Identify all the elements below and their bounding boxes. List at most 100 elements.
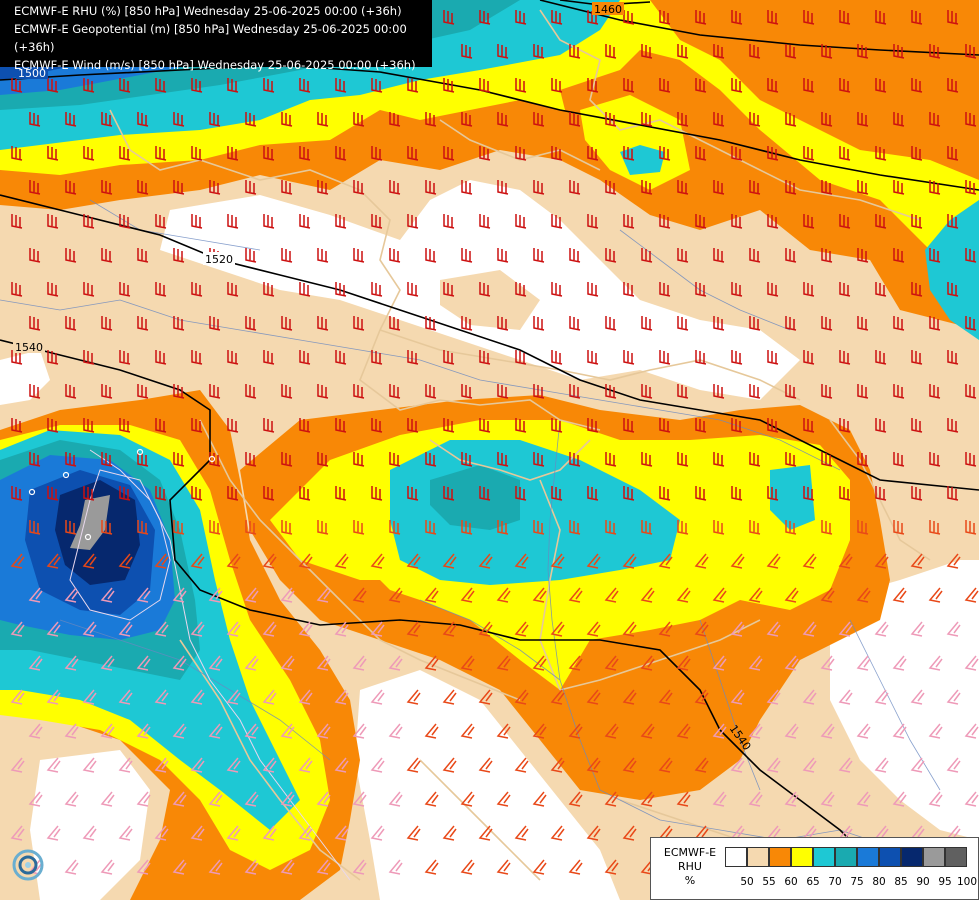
wind-barb <box>857 248 869 263</box>
wind-barb <box>388 655 403 671</box>
legend-swatch <box>813 847 835 867</box>
wind-barb <box>551 418 563 433</box>
wind-barb <box>514 757 529 773</box>
wind-barb <box>605 384 617 399</box>
wind-barb <box>497 112 509 127</box>
wind-barb <box>821 520 833 535</box>
wind-barb <box>695 146 707 161</box>
wind-barb <box>803 78 815 93</box>
wind-barb <box>407 282 419 297</box>
wind-barb <box>353 112 365 127</box>
wind-barb <box>551 146 563 161</box>
rhu-55-dry-hole <box>440 270 540 330</box>
wind-barb <box>479 350 491 365</box>
wind-barb <box>335 350 347 365</box>
ecmwf-logo-icon <box>12 849 44 881</box>
wind-barb <box>208 859 223 875</box>
wind-barb <box>83 214 95 229</box>
wind-barb <box>425 112 437 127</box>
wind-barb <box>479 214 491 229</box>
wind-barb <box>29 112 41 127</box>
wind-barb <box>407 486 419 501</box>
wind-barb <box>298 553 313 569</box>
wind-barb <box>173 316 185 331</box>
wind-barb <box>478 757 493 773</box>
wind-barb <box>587 418 599 433</box>
wind-barb <box>155 418 167 433</box>
wind-barb <box>928 587 943 603</box>
wind-barb <box>893 112 905 127</box>
wind-barb <box>532 655 547 671</box>
wind-barb <box>820 655 835 671</box>
rhu-50-dry-south <box>355 670 620 900</box>
wind-barb <box>731 146 743 161</box>
wind-barb <box>137 452 149 467</box>
wind-barb <box>136 655 151 671</box>
wind-barb <box>928 723 943 739</box>
wind-barb <box>11 146 23 161</box>
wind-barb <box>101 112 113 127</box>
wind-barb <box>281 384 293 399</box>
wind-barb <box>659 214 671 229</box>
wind-barb <box>551 78 563 93</box>
wind-barb <box>730 689 745 705</box>
wind-barb <box>947 486 959 501</box>
wind-barb <box>83 486 95 501</box>
wind-barb <box>713 44 725 59</box>
wind-barb <box>731 486 743 501</box>
wind-barb <box>533 112 545 127</box>
wind-barb <box>641 44 653 59</box>
wind-barb <box>316 723 331 739</box>
wind-barb <box>731 282 743 297</box>
wind-barb <box>874 757 889 773</box>
wind-barb <box>190 825 205 841</box>
wind-barb <box>875 146 887 161</box>
wind-barb <box>929 316 941 331</box>
wind-barb <box>965 316 977 331</box>
wind-barb <box>11 214 23 229</box>
wind-barb <box>280 587 295 603</box>
rhu-60-central-hole <box>330 580 410 625</box>
wind-barb <box>695 418 707 433</box>
wind-barb <box>766 553 781 569</box>
wind-barb <box>406 825 421 841</box>
wind-barb <box>154 757 169 773</box>
wind-barb <box>605 520 617 535</box>
wind-barb <box>857 112 869 127</box>
wind-barb <box>263 146 275 161</box>
wind-barb <box>209 180 221 195</box>
wind-barb <box>802 757 817 773</box>
wind-barb <box>497 384 509 399</box>
wind-barb <box>551 10 563 25</box>
title-line-rhu: ECMWF-E RHU (%) [850 hPa] Wednesday 25-0… <box>14 4 402 18</box>
wind-barb <box>118 621 133 637</box>
wind-barb <box>839 214 851 229</box>
wind-barb <box>244 655 259 671</box>
wind-barb <box>911 418 923 433</box>
wind-barb <box>389 248 401 263</box>
wind-barb <box>209 520 221 535</box>
wind-barb <box>388 791 403 807</box>
wind-barb <box>695 350 707 365</box>
wind-barb <box>245 316 257 331</box>
rhu-50-dry-east <box>830 560 979 840</box>
wind-barb <box>65 112 77 127</box>
wind-barb <box>460 655 475 671</box>
wind-barb <box>118 757 133 773</box>
wind-barb <box>245 180 257 195</box>
wind-barb <box>371 282 383 297</box>
wind-barb <box>101 248 113 263</box>
wind-barb <box>695 214 707 229</box>
wind-barb <box>299 78 311 93</box>
wind-barb <box>874 621 889 637</box>
wind-barb <box>839 10 851 25</box>
wind-barb <box>46 553 61 569</box>
wind-barb <box>100 791 115 807</box>
wind-barb <box>856 791 871 807</box>
wind-barb <box>461 248 473 263</box>
wind-barb <box>910 757 925 773</box>
wind-barb <box>47 486 59 501</box>
wind-barb <box>100 723 115 739</box>
wind-barb <box>245 112 257 127</box>
wind-barb <box>821 248 833 263</box>
